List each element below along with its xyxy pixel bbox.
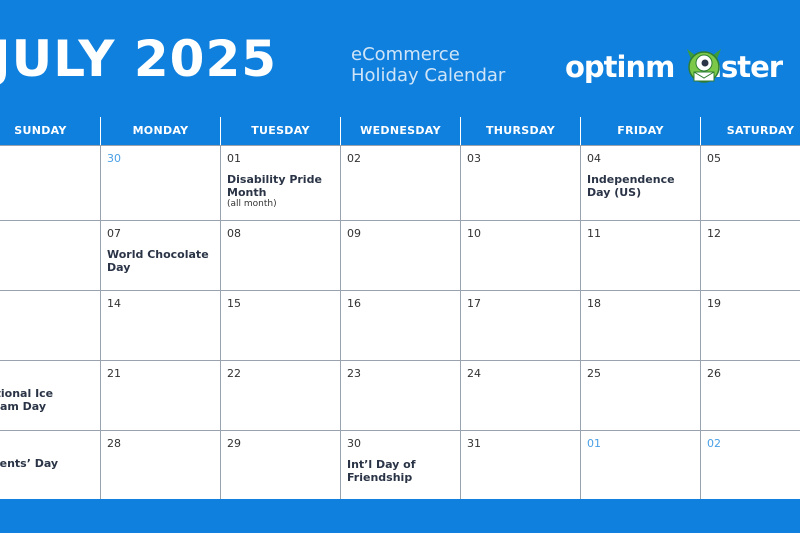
calendar-day-cell[interactable]: 10 [460, 220, 580, 290]
calendar-day-cell[interactable]: 07 World Chocolate Day [100, 220, 220, 290]
weekday-header-tuesday: TUESDAY [220, 117, 340, 145]
calendar-day-cell[interactable]: 14 [100, 290, 220, 360]
calendar-day-cell[interactable]: National Ice Cream Day [0, 360, 100, 430]
day-number: 18 [587, 297, 601, 310]
day-number: 03 [467, 152, 481, 165]
day-number: 23 [347, 367, 361, 380]
day-number: 10 [467, 227, 481, 240]
logo-text-start: optinm [565, 50, 675, 84]
calendar-day-cell[interactable]: 30 [100, 145, 220, 220]
day-number: 17 [467, 297, 481, 310]
calendar-day-cell[interactable]: 02 [700, 430, 800, 499]
calendar-day-cell[interactable]: 02 [340, 145, 460, 220]
holiday-event-title: Independence Day (US) [587, 173, 675, 199]
holiday-event: Disability Pride Month (all month) [227, 173, 337, 210]
holiday-event-title: Disability Pride Month [227, 173, 322, 199]
calendar-day-cell[interactable]: 22 [220, 360, 340, 430]
calendar-day-cell[interactable]: 29 [220, 430, 340, 499]
holiday-event: Parents’ Day [0, 457, 61, 470]
day-number: 08 [227, 227, 241, 240]
calendar-day-cell[interactable]: 15 [220, 290, 340, 360]
calendar-day-cell[interactable]: 21 [100, 360, 220, 430]
page-title: JULY 2025 [0, 30, 278, 88]
calendar-day-cell[interactable]: 11 [580, 220, 700, 290]
holiday-event: Independence Day (US) [587, 173, 697, 199]
weekday-header-thursday: THURSDAY [460, 117, 580, 145]
day-number: 16 [347, 297, 361, 310]
calendar-day-cell[interactable]: 25 [580, 360, 700, 430]
day-number: 24 [467, 367, 481, 380]
calendar-day-cell[interactable]: 31 [460, 430, 580, 499]
calendar-day-cell[interactable]: 28 [100, 430, 220, 499]
calendar-day-cell[interactable]: 30 Int’l Day of Friendship [340, 430, 460, 499]
day-number: 09 [347, 227, 361, 240]
calendar-day-cell[interactable] [0, 145, 100, 220]
holiday-event-title: Int’l Day of Friendship [347, 458, 416, 484]
day-number: 07 [107, 227, 121, 240]
weekday-header-sunday: SUNDAY [0, 117, 100, 145]
day-number: 15 [227, 297, 241, 310]
calendar-day-cell[interactable]: 09 [340, 220, 460, 290]
calendar-day-cell[interactable]: 01 Disability Pride Month (all month) [220, 145, 340, 220]
calendar-day-cell[interactable]: 18 [580, 290, 700, 360]
calendar-day-cell[interactable]: Parents’ Day [0, 430, 100, 499]
subtitle-line-1: eCommerce [351, 44, 460, 65]
subtitle-line-2: Holiday Calendar [351, 65, 506, 86]
calendar-day-cell[interactable]: 19 [700, 290, 800, 360]
day-number: 05 [707, 152, 721, 165]
day-number: 12 [707, 227, 721, 240]
calendar-day-cell[interactable]: 04 Independence Day (US) [580, 145, 700, 220]
weekday-header-wednesday: WEDNESDAY [340, 117, 460, 145]
holiday-event: World Chocolate Day [107, 248, 217, 274]
calendar-day-cell[interactable] [0, 290, 100, 360]
day-number: 28 [107, 437, 121, 450]
holiday-event-title: National Ice Cream Day [0, 387, 54, 413]
weekday-header-saturday: SATURDAY [700, 117, 800, 145]
day-number: 11 [587, 227, 601, 240]
holiday-event-title: World Chocolate Day [107, 248, 209, 274]
weekday-header-monday: MONDAY [100, 117, 220, 145]
calendar-day-cell[interactable]: 24 [460, 360, 580, 430]
calendar-grid: SUNDAY MONDAY TUESDAY WEDNESDAY THURSDAY FRID… [0, 117, 800, 499]
calendar-day-cell[interactable]: 03 [460, 145, 580, 220]
calendar-day-cell[interactable]: 01 [580, 430, 700, 499]
day-number: 25 [587, 367, 601, 380]
day-number: 22 [227, 367, 241, 380]
calendar-day-cell[interactable]: 12 [700, 220, 800, 290]
monster-mascot-icon [687, 49, 721, 83]
calendar-day-cell[interactable]: 26 [700, 360, 800, 430]
calendar-day-cell[interactable]: 05 [700, 145, 800, 220]
day-number: 19 [707, 297, 721, 310]
day-number: 26 [707, 367, 721, 380]
holiday-event-note: (all month) [227, 199, 277, 209]
calendar-day-cell[interactable]: 17 [460, 290, 580, 360]
day-number: 30 [347, 437, 361, 450]
day-number: 02 [707, 437, 721, 450]
weekday-header-friday: FRIDAY [580, 117, 700, 145]
calendar-day-cell[interactable] [0, 220, 100, 290]
footer-bar [0, 499, 800, 533]
day-number: 02 [347, 152, 361, 165]
day-number: 01 [227, 152, 241, 165]
day-number: 14 [107, 297, 121, 310]
holiday-event: National Ice Cream Day [0, 387, 61, 413]
calendar-day-cell[interactable]: 08 [220, 220, 340, 290]
holiday-event-title: Parents’ Day [0, 457, 59, 470]
day-number: 29 [227, 437, 241, 450]
day-number: 01 [587, 437, 601, 450]
calendar-subtitle: eCommerce Holiday Calendar [351, 44, 505, 86]
day-number: 31 [467, 437, 481, 450]
calendar-day-cell[interactable]: 16 [340, 290, 460, 360]
holiday-event: Int’l Day of Friendship [347, 458, 457, 484]
calendar-day-cell[interactable]: 23 [340, 360, 460, 430]
day-number: 30 [107, 152, 121, 165]
day-number: 21 [107, 367, 121, 380]
day-number: 04 [587, 152, 601, 165]
